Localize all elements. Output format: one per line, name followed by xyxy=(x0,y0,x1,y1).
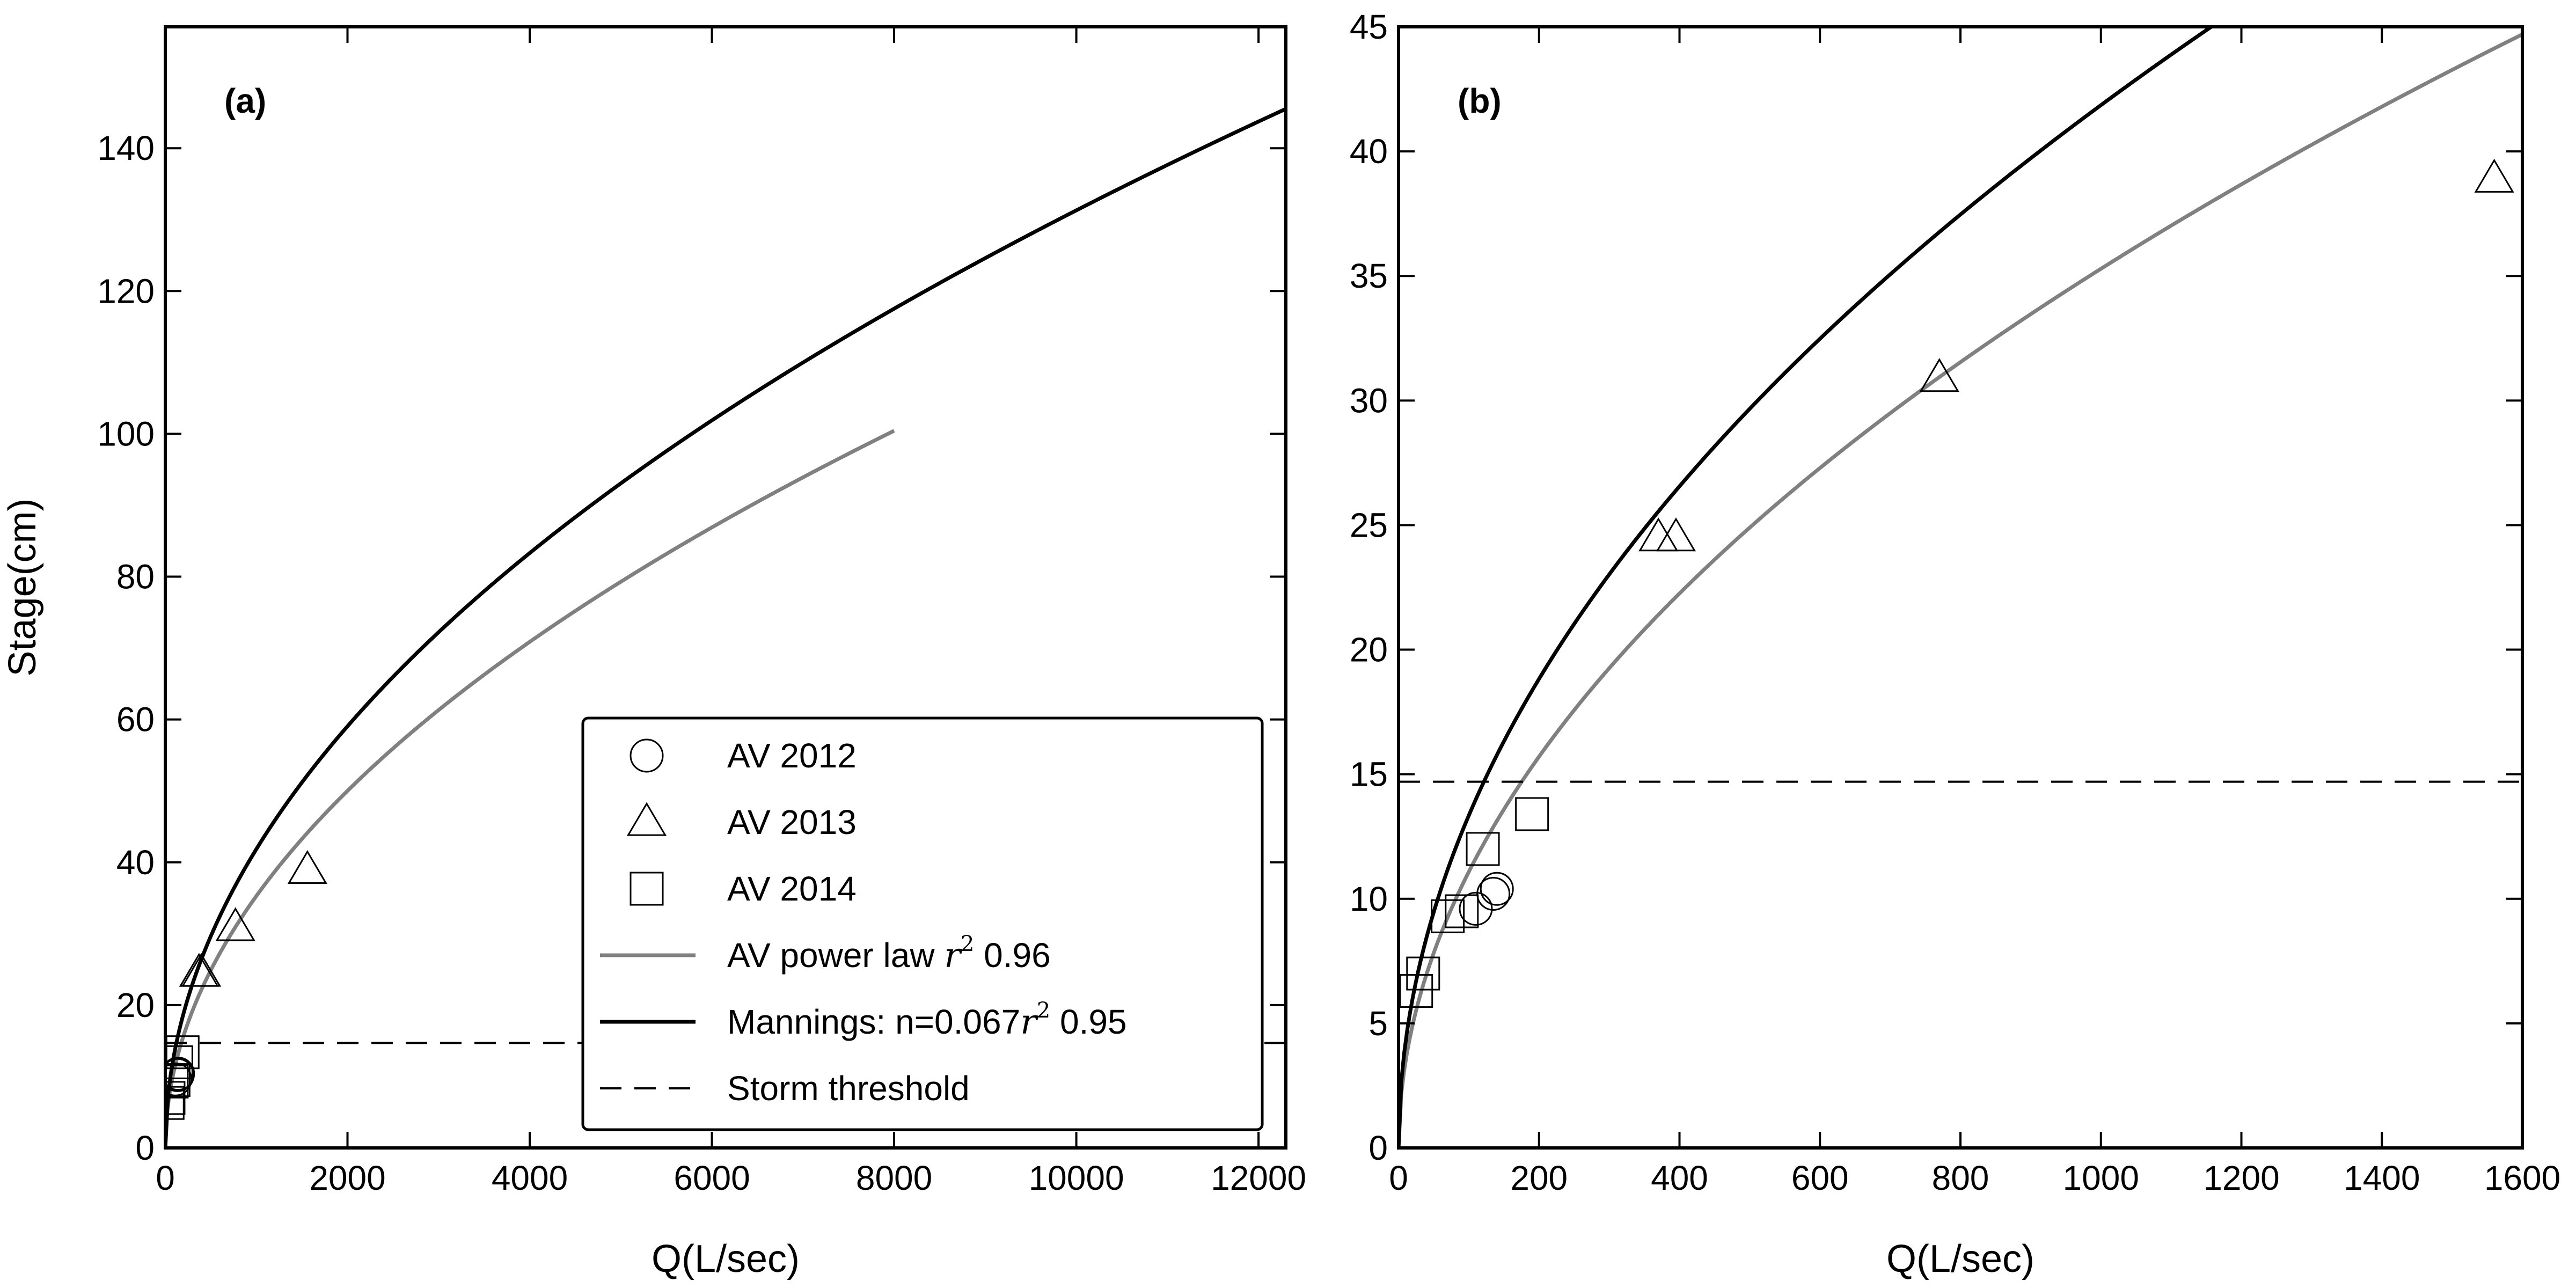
legend-square-icon xyxy=(630,872,664,906)
y-tick-label: 5 xyxy=(1368,1004,1388,1043)
panel-b: 0 200 400 600 800 1000 1200 1400 1600 0 5 10 15 20 25 3… xyxy=(1350,8,2560,1280)
legend-item: AV power law r2 0.96 xyxy=(600,932,1051,976)
data-point-triangle xyxy=(181,953,222,987)
legend-label: AV 2014 xyxy=(727,869,857,908)
y-tick-label: 60 xyxy=(116,700,155,739)
y-tick-label: 100 xyxy=(97,414,155,453)
plot-frame xyxy=(164,25,1287,1150)
panel-a: 0 2000 4000 6000 8000 10000 12000 0 20 40 60 80 100 1… xyxy=(1,25,1306,1280)
legend-triangle-icon xyxy=(626,802,667,836)
y-tick-label: 80 xyxy=(116,558,155,596)
y-tick-label: 120 xyxy=(97,272,155,310)
x-tick-label: 1200 xyxy=(2203,1159,2279,1197)
x-axis-label: Q(L/sec) xyxy=(652,1238,800,1280)
panel-label: (b) xyxy=(1458,82,1502,120)
legend-label: Storm threshold xyxy=(727,1069,970,1108)
power-law-curve xyxy=(165,429,895,1148)
legend-label: Mannings: n=0.067r2 0.95 xyxy=(727,998,1127,1042)
x-tick-label: 400 xyxy=(1651,1159,1708,1197)
data-point-circle xyxy=(1476,876,1511,911)
legend-label: AV 2012 xyxy=(727,736,857,775)
data-point-square xyxy=(1445,894,1479,928)
plot-frame xyxy=(1397,25,2524,1150)
x-tick-label: 0 xyxy=(1389,1159,1408,1197)
x-tick-label: 600 xyxy=(1791,1159,1849,1197)
legend-box xyxy=(581,716,1264,1131)
y-tick-label: 15 xyxy=(1350,755,1388,794)
y-tick-label: 35 xyxy=(1350,257,1388,295)
y-tick-label: 30 xyxy=(1350,381,1388,420)
legend-item: Mannings: n=0.067r2 0.95 xyxy=(600,998,1127,1042)
y-tick-label: 140 xyxy=(97,129,155,167)
data-point-triangle xyxy=(1638,517,1679,552)
legend-label: AV 2013 xyxy=(727,803,857,841)
data-point-square xyxy=(1406,956,1440,991)
plot-area xyxy=(1399,27,2522,1148)
data-point-triangle xyxy=(2474,158,2514,193)
data-point-square xyxy=(165,1064,189,1099)
y-axis-label: Stage(cm) xyxy=(1,498,44,676)
legend-item: AV 2013 xyxy=(626,802,857,841)
y-tick-label: 20 xyxy=(116,986,155,1024)
data-point-square xyxy=(1515,797,1549,831)
data-point-square xyxy=(165,1086,185,1120)
data-point-circle xyxy=(1480,872,1514,906)
x-tick-label: 1600 xyxy=(2484,1159,2560,1197)
legend: AV 2012 AV 2013 AV 2014 AV power law r2 0.9… xyxy=(581,716,1264,1131)
data-point-circle xyxy=(165,1057,195,1091)
y-tick-label: 10 xyxy=(1350,880,1388,918)
x-tick-label: 800 xyxy=(1932,1159,1989,1197)
y-tick-label: 0 xyxy=(1368,1129,1388,1167)
data-point-triangle xyxy=(287,850,327,884)
legend-item: AV 2012 xyxy=(630,736,857,775)
data-point-square xyxy=(165,1063,191,1097)
mannings-curve xyxy=(1399,27,2215,1148)
y-tick-label: 40 xyxy=(116,843,155,882)
legend-label: AV power law r2 0.96 xyxy=(727,932,1051,976)
y-tick-label: 40 xyxy=(1350,132,1388,171)
data-point-square xyxy=(1466,832,1500,866)
legend-item: Storm threshold xyxy=(600,1069,970,1108)
y-tick-label: 45 xyxy=(1350,8,1388,46)
x-axis-label: Q(L/sec) xyxy=(1886,1238,2035,1280)
x-tick-label: 6000 xyxy=(674,1159,750,1197)
data-point-square xyxy=(165,1045,193,1079)
data-point-triangle xyxy=(1919,358,1959,392)
x-tick-label: 1400 xyxy=(2344,1159,2420,1197)
x-tick-label: 1000 xyxy=(2063,1159,2139,1197)
x-tick-label: 8000 xyxy=(856,1159,932,1197)
data-point-circle xyxy=(1459,891,1493,926)
x-tick-label: 2000 xyxy=(309,1159,385,1197)
x-tick-label: 0 xyxy=(156,1159,175,1197)
panel-label: (a) xyxy=(224,82,266,120)
x-tick-label: 200 xyxy=(1510,1159,1568,1197)
x-tick-label: 10000 xyxy=(1029,1159,1124,1197)
y-tick-label: 25 xyxy=(1350,506,1388,544)
power-law-curve xyxy=(1399,32,2522,1148)
y-tick-label: 0 xyxy=(135,1129,155,1167)
legend-item: AV 2014 xyxy=(630,869,857,908)
data-point-triangle xyxy=(1656,517,1696,552)
x-tick-label: 12000 xyxy=(1211,1159,1306,1197)
data-point-square xyxy=(1431,899,1465,933)
y-tick-label: 20 xyxy=(1350,631,1388,669)
mannings-curve xyxy=(165,107,1286,1148)
data-point-triangle xyxy=(215,907,255,941)
legend-circle-icon xyxy=(630,738,664,773)
x-tick-label: 4000 xyxy=(492,1159,568,1197)
